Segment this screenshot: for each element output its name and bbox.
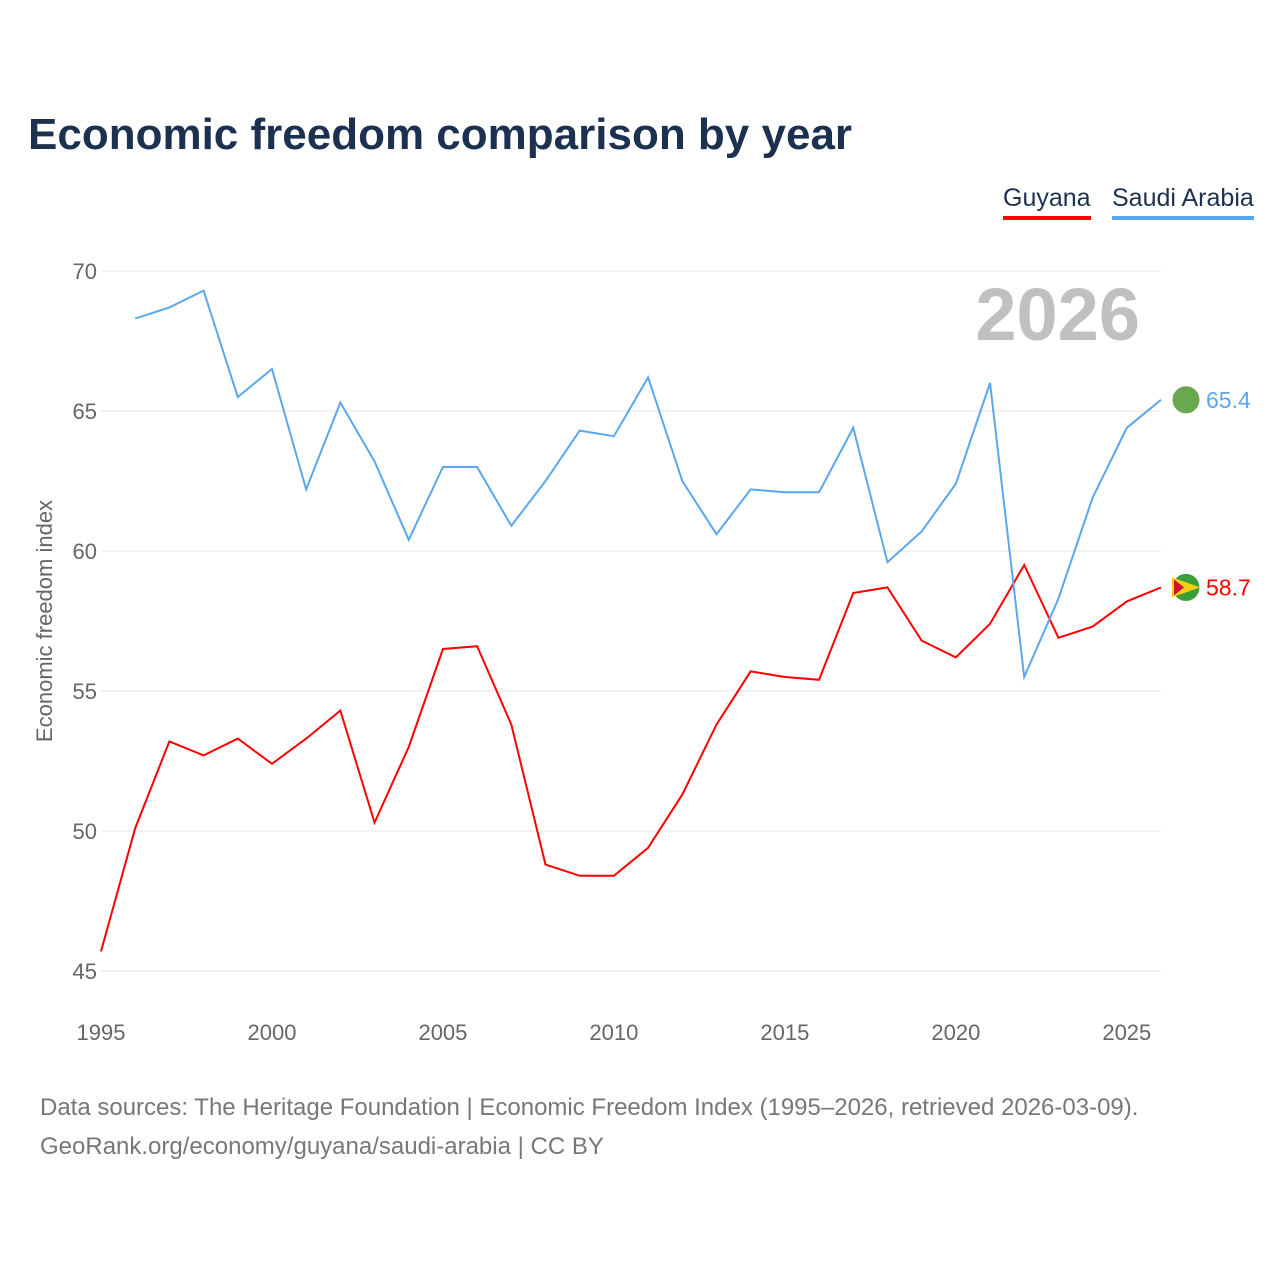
series-line-saudi-arabia <box>134 289 1162 681</box>
year-watermark: 2026 <box>975 273 1140 356</box>
flag-red-triangle-icon <box>1174 579 1184 596</box>
x-tick-label: 2010 <box>589 1020 638 1045</box>
y-tick-label: 55 <box>73 679 97 704</box>
end-value-label: 58.7 <box>1206 574 1251 600</box>
flag-triangle-icon <box>1172 577 1200 598</box>
y-axis-label: Economic freedom index <box>32 500 57 742</box>
x-tick-label: 2000 <box>247 1020 296 1045</box>
y-tick-label: 50 <box>73 819 97 844</box>
y-tick-label: 70 <box>73 259 97 284</box>
x-tick-label: 2025 <box>1102 1020 1151 1045</box>
x-tick-label: 2020 <box>931 1020 980 1045</box>
legend-guyana[interactable]: Guyana <box>1003 184 1091 220</box>
y-tick-label: 60 <box>73 539 97 564</box>
end-value-label: 65.4 <box>1206 387 1251 413</box>
legend-saudi-arabia[interactable]: Saudi Arabia <box>1112 184 1254 220</box>
y-tick-label: 65 <box>73 399 97 424</box>
x-tick-label: 2015 <box>760 1020 809 1045</box>
y-tick-label: 45 <box>73 959 97 984</box>
saudi-arabia-flag-icon <box>1171 385 1201 415</box>
source-text: Data sources: The Heritage Foundation | … <box>40 1094 1139 1121</box>
x-tick-label: 1995 <box>77 1020 126 1045</box>
series-line-guyana <box>100 562 1162 952</box>
source-link[interactable]: GeoRank.org/economy/guyana/saudi-arabia … <box>40 1133 604 1160</box>
x-tick-label: 2005 <box>418 1020 467 1045</box>
chart-title: Economic freedom comparison by year <box>28 110 853 159</box>
footer: Data sources: The Heritage Foundation | … <box>40 1088 1138 1166</box>
